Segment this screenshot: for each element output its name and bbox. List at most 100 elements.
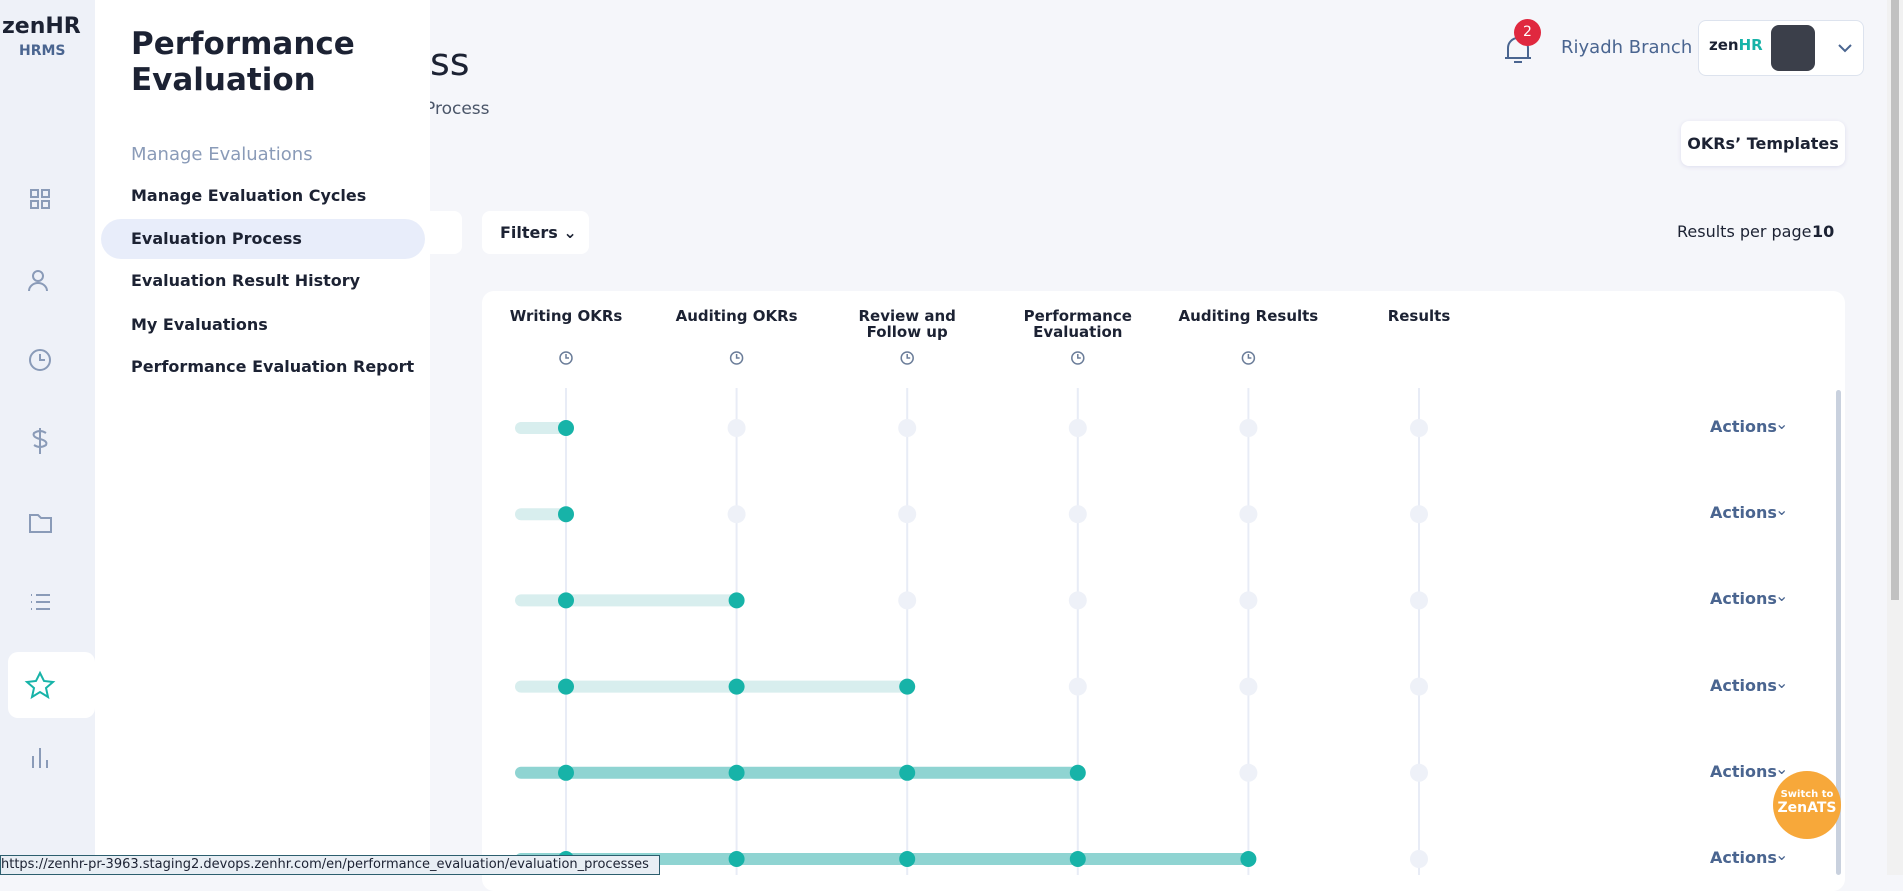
stage-pending <box>1239 419 1258 437</box>
templates-button[interactable]: OKRs’ Templates <box>1681 121 1845 166</box>
clock-hand <box>1247 354 1252 359</box>
actions-chevron: ⌄ <box>1775 586 1789 606</box>
stage-done <box>1069 764 1086 781</box>
selected-bg <box>101 219 425 259</box>
breadcrumb: Process <box>425 99 490 119</box>
switch-button[interactable]: Switch to ZenATS <box>1773 771 1841 839</box>
menu-item[interactable]: Evaluation Process <box>131 229 302 248</box>
actions-button[interactable]: Actions <box>1710 675 1777 695</box>
product: HRMS <box>19 43 66 59</box>
clock-icon <box>1241 351 1256 365</box>
progress-bar <box>515 680 908 693</box>
stage-pending <box>898 505 917 524</box>
actions-chevron: ⌄ <box>1775 758 1789 778</box>
stage-pending <box>727 505 746 524</box>
menu-item[interactable]: My Evaluations <box>131 315 268 334</box>
stage-pending <box>727 419 746 437</box>
actions-button[interactable]: Actions <box>1710 761 1777 781</box>
stage-pending <box>898 419 917 437</box>
progress-bar <box>515 508 566 521</box>
menu-item[interactable]: Performance Evaluation Report <box>131 357 415 376</box>
stage-done <box>558 506 574 523</box>
actions-button[interactable]: Actions <box>1710 417 1777 436</box>
actions-button[interactable]: Actions <box>1710 589 1777 609</box>
actions-chevron: ⌄ <box>1775 414 1789 433</box>
stage-done <box>899 851 916 867</box>
column-header: Results <box>1387 307 1451 325</box>
stage-done <box>1069 851 1086 867</box>
stage-done <box>728 851 745 867</box>
stage-done <box>558 592 574 609</box>
stage-pending <box>898 591 917 610</box>
clock-hand <box>906 354 911 359</box>
filters-label: Filters <box>500 223 558 242</box>
stage-pending <box>1068 677 1087 696</box>
menu-title: Performance Evaluation <box>131 26 355 98</box>
scrollbar <box>1887 0 1903 875</box>
nav-icons[interactable] <box>0 170 95 810</box>
avatar <box>1771 25 1815 71</box>
menu-item[interactable]: Manage Evaluation Cycles <box>131 186 367 205</box>
stage-done <box>558 764 574 781</box>
stage-pending <box>1239 763 1258 782</box>
stage-done <box>558 420 574 436</box>
stage-done <box>899 678 916 695</box>
stage-pending <box>1410 419 1428 437</box>
column-header: Writing OKRs <box>509 307 623 325</box>
clock-icon <box>559 351 573 365</box>
brand: zenHR <box>2 14 81 39</box>
stage-pending <box>1068 419 1087 437</box>
stage-pending <box>1239 505 1258 524</box>
stage-pending <box>1239 677 1258 696</box>
inner-scrollbar <box>1836 390 1841 875</box>
page-title: ss <box>430 40 470 84</box>
stage-pending <box>1410 677 1428 696</box>
stage-pending <box>1410 850 1428 868</box>
clock-icon <box>729 351 744 365</box>
status-bar: https://zenhr-pr-3963.staging2.devops.ze… <box>0 855 660 875</box>
actions-chevron: ⌄ <box>1775 672 1789 692</box>
stage-pending <box>1410 591 1428 610</box>
stage-pending <box>1410 763 1428 782</box>
filters-button[interactable]: Filters ⌄ <box>482 211 589 254</box>
column-header: Review and Follow up <box>858 307 956 341</box>
clock-hand <box>565 354 569 359</box>
stage-pending <box>1068 505 1087 524</box>
chevron <box>1838 44 1852 53</box>
actions-chevron: ⌄ <box>1775 845 1789 864</box>
clock-icon <box>900 351 914 365</box>
icon-rail: zenHR HRMS <box>0 0 95 875</box>
menu-section: Manage Evaluations <box>131 144 313 165</box>
clock-icon <box>1071 351 1085 365</box>
profile-box[interactable]: zenHR <box>1698 20 1864 76</box>
clock-hand <box>1077 354 1081 359</box>
branch-name[interactable]: Riyadh Branch <box>1561 37 1693 58</box>
progress-bar <box>515 422 566 434</box>
flyout-menu: Performance Evaluation Manage Evaluation… <box>95 0 430 875</box>
stage-pending <box>1410 505 1428 524</box>
stage-done <box>728 764 745 781</box>
actions-button[interactable]: Actions <box>1710 848 1777 867</box>
company-logo: zenHR <box>1709 36 1763 54</box>
menu-item[interactable]: Evaluation Result History <box>131 271 361 290</box>
switch-line1: Switch to <box>1780 789 1834 800</box>
scroll-thumb <box>1891 0 1899 600</box>
stage-done <box>728 592 745 609</box>
stage-done <box>1240 851 1257 867</box>
clock-hand <box>735 354 740 359</box>
progress-bar <box>515 853 1249 865</box>
column-header: Auditing OKRs <box>675 307 798 325</box>
progress-bar <box>515 766 1078 779</box>
actions-button[interactable]: Actions <box>1710 503 1777 523</box>
column-header: Performance Evaluation <box>1023 307 1132 341</box>
results-label: Results per page <box>1677 222 1812 241</box>
stage-pending <box>1239 591 1258 610</box>
table-card <box>482 291 1845 891</box>
results-value[interactable]: 10 <box>1812 222 1835 241</box>
stage-done <box>558 678 574 695</box>
progress-bar <box>515 594 737 607</box>
stage-done <box>899 764 916 781</box>
actions-chevron: ⌄ <box>1775 500 1789 520</box>
